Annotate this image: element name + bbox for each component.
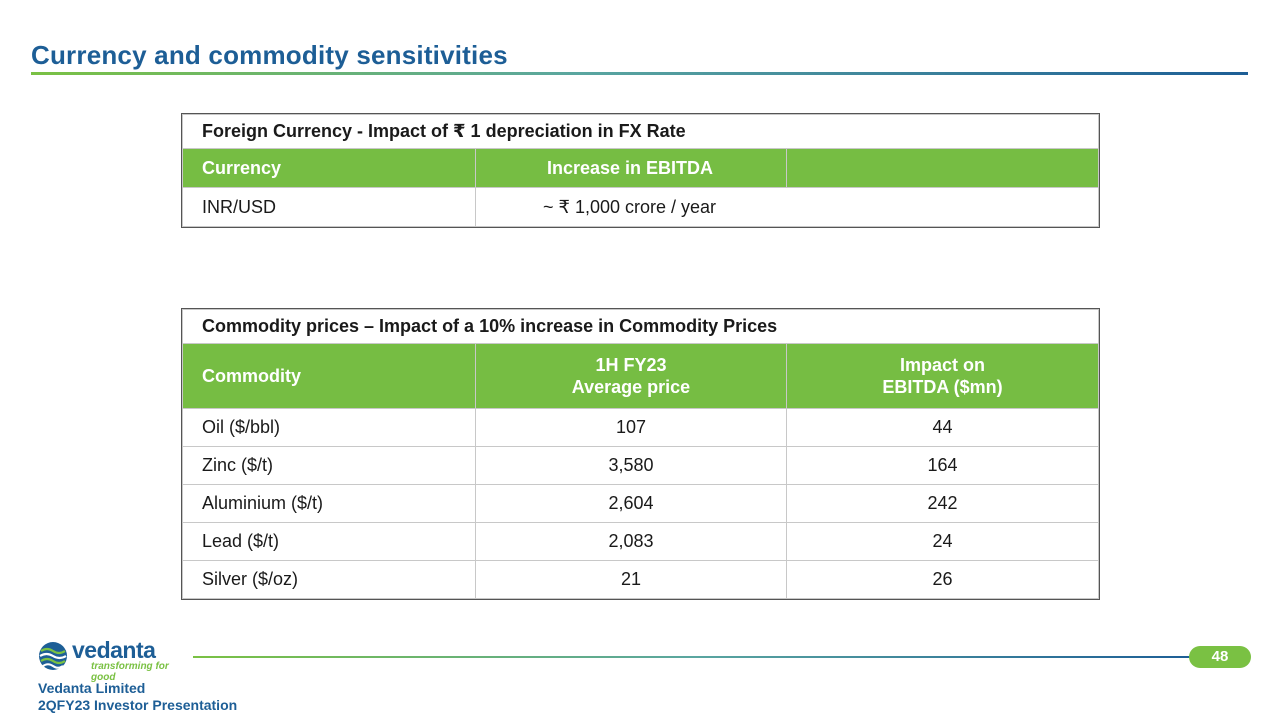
commodity-price: 21 — [475, 560, 787, 599]
fx-cell-ebitda: ~ ₹ 1,000 crore / year — [474, 187, 1100, 227]
company-name: Vedanta Limited — [38, 680, 146, 696]
fx-header-empty — [785, 148, 1100, 188]
logo-wordmark: vedanta — [72, 637, 156, 663]
page-title: Currency and commodity sensitivities — [31, 40, 508, 70]
impact-header-line2: EBITDA ($mn) — [882, 377, 1003, 397]
fx-header-currency: Currency — [182, 148, 476, 188]
commodity-impact: 24 — [785, 522, 1100, 561]
table-row: Aluminium ($/t) 2,604 242 — [182, 484, 1100, 523]
commodity-price: 107 — [475, 408, 787, 447]
fx-sensitivity-table: Foreign Currency - Impact of ₹ 1 depreci… — [180, 113, 1101, 228]
commodity-name: Zinc ($/t) — [182, 446, 476, 485]
commodity-name: Aluminium ($/t) — [182, 484, 476, 523]
table-row: Lead ($/t) 2,083 24 — [182, 522, 1100, 561]
impact-header-line1: Impact on — [900, 355, 986, 375]
commodity-header-impact: Impact on EBITDA ($mn) — [785, 343, 1100, 409]
commodity-impact: 164 — [785, 446, 1100, 485]
commodity-name: Silver ($/oz) — [182, 560, 476, 599]
footer-company: Vedanta Limited 2QFY23 Investor Presenta… — [38, 680, 237, 714]
vedanta-wave-icon — [39, 642, 67, 670]
table-row: Oil ($/bbl) 107 44 — [182, 408, 1100, 447]
commodity-header-price: 1H FY23 Average price — [475, 343, 787, 409]
price-header-line1: 1H FY23 — [595, 355, 667, 375]
presentation-name: 2QFY23 Investor Presentation — [38, 697, 238, 713]
commodity-price: 2,083 — [475, 522, 787, 561]
table-row: Silver ($/oz) 21 26 — [182, 560, 1100, 599]
commodity-name: Oil ($/bbl) — [182, 408, 476, 447]
fx-table-caption: Foreign Currency - Impact of ₹ 1 depreci… — [181, 114, 1100, 149]
vedanta-logo: vedanta transforming for good — [38, 637, 188, 683]
commodity-name: Lead ($/t) — [182, 522, 476, 561]
footer-divider — [193, 656, 1193, 658]
commodity-table-caption: Commodity prices – Impact of a 10% incre… — [181, 309, 1100, 344]
title-divider — [31, 72, 1248, 75]
fx-header-increase-ebitda: Increase in EBITDA — [475, 148, 787, 188]
commodity-impact: 44 — [785, 408, 1100, 447]
commodity-header-commodity: Commodity — [182, 343, 476, 409]
fx-cell-currency: INR/USD — [182, 187, 476, 227]
commodity-sensitivity-table: Commodity prices – Impact of a 10% incre… — [180, 308, 1101, 600]
price-header-line2: Average price — [571, 377, 691, 397]
logo-tagline: transforming for good — [91, 661, 169, 683]
commodity-impact: 242 — [785, 484, 1100, 523]
commodity-impact: 26 — [785, 560, 1100, 599]
table-row: Zinc ($/t) 3,580 164 — [182, 446, 1100, 485]
page-number: 48 — [1189, 646, 1251, 668]
commodity-price: 2,604 — [475, 484, 787, 523]
commodity-price: 3,580 — [475, 446, 787, 485]
